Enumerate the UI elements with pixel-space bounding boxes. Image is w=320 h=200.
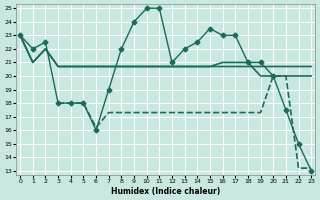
X-axis label: Humidex (Indice chaleur): Humidex (Indice chaleur) bbox=[111, 187, 220, 196]
